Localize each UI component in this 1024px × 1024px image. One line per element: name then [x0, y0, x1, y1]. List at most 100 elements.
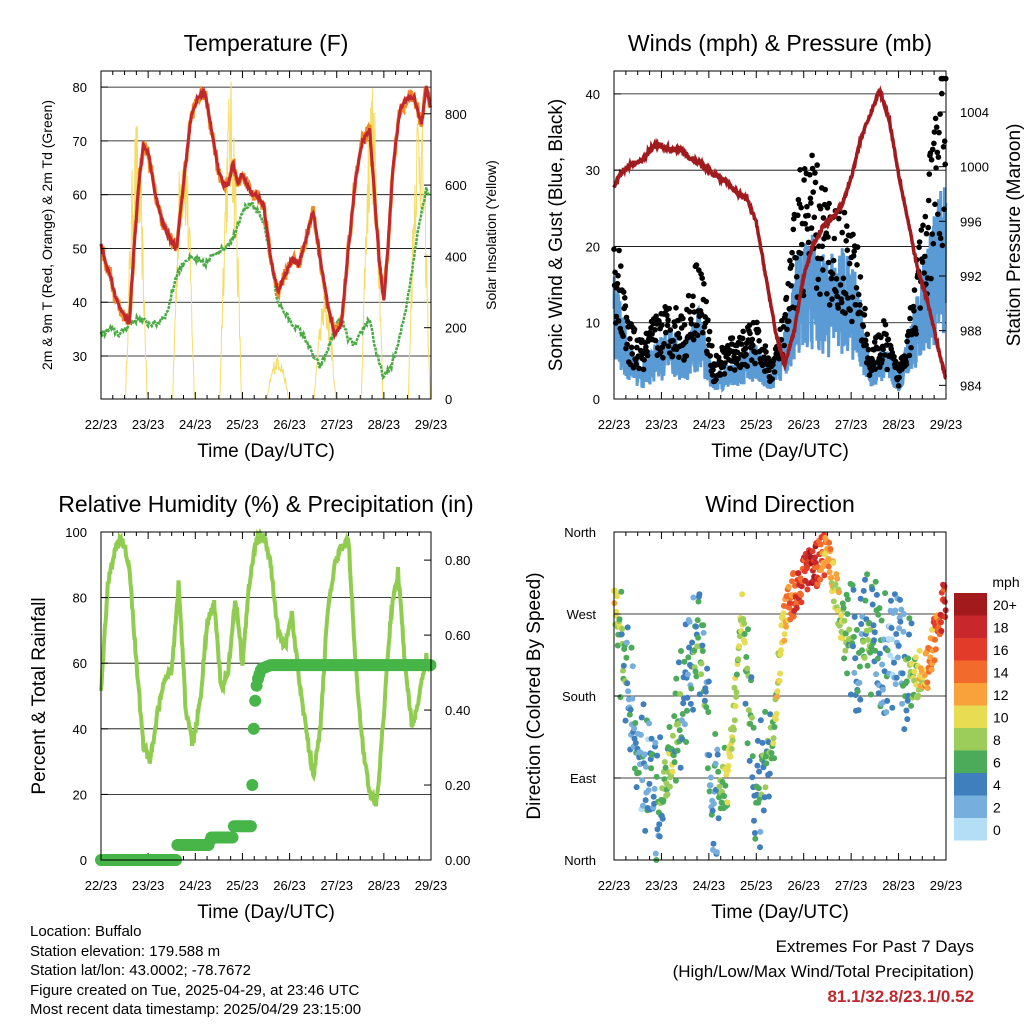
direction-point	[840, 604, 847, 611]
y2-tick-label: 0	[445, 392, 452, 407]
direction-point	[674, 747, 681, 754]
gust-point	[925, 197, 932, 204]
direction-point	[685, 654, 692, 661]
direction-point	[872, 647, 879, 654]
direction-point	[901, 726, 908, 733]
gust-point	[756, 338, 762, 344]
direction-point	[745, 707, 752, 714]
direction-point	[844, 611, 851, 617]
direction-point	[642, 797, 649, 804]
x-tick-label: 25/23	[740, 878, 773, 893]
colorbar-label: 14	[993, 665, 1009, 681]
precip-point	[247, 722, 260, 735]
direction-point	[879, 686, 886, 693]
direction-point	[843, 591, 850, 598]
gust-point	[911, 308, 917, 314]
direction-point	[629, 695, 636, 702]
gust-point	[920, 222, 926, 229]
gust-point	[840, 275, 847, 282]
gust-point	[825, 234, 831, 240]
direction-point	[749, 753, 756, 760]
gust-point	[809, 152, 815, 159]
panel-0: Temperature (F) Time (Day/UTC) 22/23 23/23 2…	[39, 30, 499, 462]
direction-point	[700, 622, 707, 629]
direction-point	[860, 587, 867, 594]
direction-point	[760, 807, 767, 814]
direction-point	[781, 631, 788, 638]
gust-point	[857, 274, 864, 280]
direction-point	[908, 702, 915, 709]
direction-point	[751, 817, 757, 824]
gust-point	[835, 305, 841, 311]
y2-tick-label: 0.60	[445, 628, 470, 643]
direction-point	[718, 799, 725, 806]
colorbar-swatch	[954, 750, 987, 773]
y2-tick-label: 996	[960, 214, 982, 229]
extremes-values: 81.1/32.8/23.1/0.52	[827, 987, 974, 1006]
direction-point	[765, 739, 772, 746]
y-tick-label: 30	[73, 349, 87, 364]
gust-point	[640, 366, 647, 373]
direction-point	[679, 711, 686, 717]
gust-point	[930, 240, 937, 247]
direction-point	[809, 548, 816, 555]
gust-point	[872, 366, 878, 372]
gust-point	[826, 302, 833, 308]
gust-point	[804, 203, 810, 210]
gust-point	[628, 344, 635, 351]
direction-point	[826, 539, 833, 546]
x-tick-label: 22/23	[85, 878, 118, 893]
direction-point	[618, 588, 625, 595]
gust-point	[624, 341, 630, 348]
gust-point	[854, 244, 861, 250]
gust-point	[849, 294, 856, 301]
direction-point	[709, 807, 716, 814]
direction-point	[742, 639, 748, 646]
direction-point	[798, 599, 805, 606]
x-tick-label: 26/23	[273, 878, 306, 893]
direction-point	[742, 700, 749, 707]
gust-point	[676, 354, 682, 361]
direction-point	[762, 784, 769, 791]
direction-point	[875, 690, 882, 697]
direction-point	[733, 693, 740, 700]
direction-point	[666, 783, 673, 790]
y-tick-label: 0	[593, 392, 600, 407]
colorbar-label: 18	[993, 620, 1009, 636]
direction-point	[695, 598, 702, 605]
direction-point	[905, 655, 912, 662]
gust-point	[793, 255, 799, 261]
x-tick-label: 27/23	[835, 417, 868, 432]
direction-point	[643, 763, 649, 770]
direction-point	[656, 821, 663, 828]
gust-point	[837, 282, 844, 288]
direction-point	[669, 768, 676, 775]
direction-point	[664, 791, 671, 798]
gust-point	[903, 361, 910, 368]
gust-point	[706, 328, 713, 335]
gust-point	[694, 332, 701, 339]
direction-point	[783, 623, 789, 630]
gust-point	[847, 307, 853, 314]
direction-point	[650, 793, 657, 800]
gust-point	[660, 355, 666, 361]
gust-point	[703, 298, 709, 305]
direction-point	[656, 833, 663, 840]
gust-point	[811, 214, 818, 221]
gust-point	[620, 333, 626, 340]
direction-point	[879, 661, 886, 668]
colorbar-swatch	[954, 615, 987, 638]
gust-point	[913, 331, 919, 337]
direction-point	[744, 665, 751, 672]
gust-point	[769, 376, 775, 382]
gust-point	[783, 294, 790, 301]
direction-point	[876, 605, 883, 612]
gust-point	[663, 329, 669, 336]
gust-point	[939, 90, 945, 97]
y2-tick-label: 200	[445, 321, 467, 336]
direction-point	[755, 785, 762, 792]
direction-point	[781, 637, 788, 644]
colorbar-label: 10	[993, 710, 1009, 726]
direction-point	[757, 717, 764, 724]
gust-point	[616, 247, 622, 254]
